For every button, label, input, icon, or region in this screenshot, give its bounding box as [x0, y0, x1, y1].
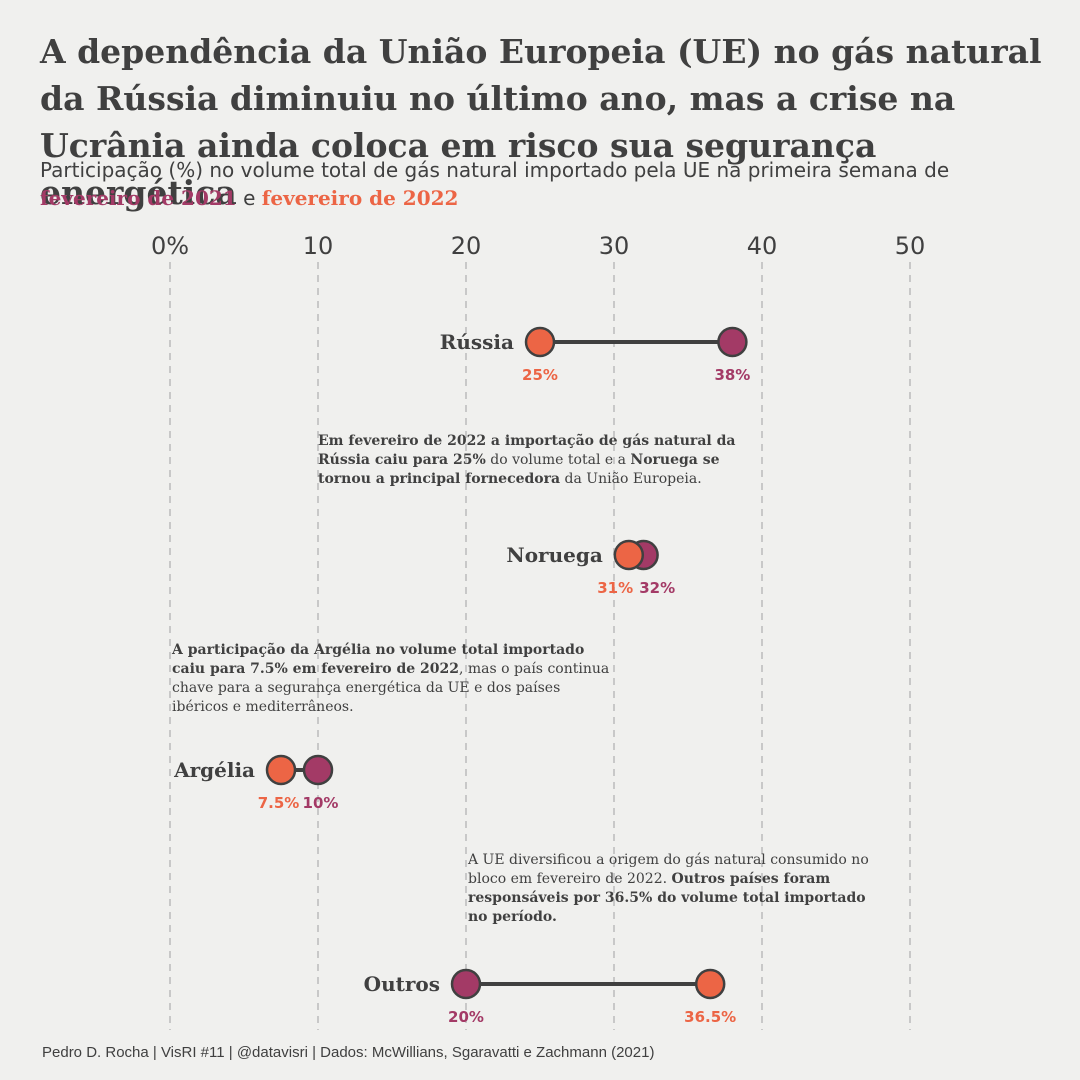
legend-2022: fevereiro de 2022 [261, 186, 459, 210]
x-tick-label: 50 [895, 232, 926, 260]
x-tick-label: 30 [599, 232, 630, 260]
annotation-text: da União Europeia. [560, 471, 702, 487]
legend-2021: fevereiro de 2021 [40, 186, 237, 210]
value-label-2022: 7.5% [258, 794, 300, 812]
subtitle-text: Participação (%) no volume total de gás … [40, 158, 950, 182]
value-label-2022: 25% [522, 366, 558, 384]
category-label: Rússia [440, 330, 514, 354]
category-label: Noruega [506, 543, 602, 567]
value-label-2021: 10% [303, 794, 339, 812]
annotation-bold: Outros países foram responsáveis por 36.… [468, 871, 866, 925]
annotation-text: do volume total e a [485, 452, 631, 468]
point-2022 [694, 968, 726, 1000]
x-tick-label: 20 [451, 232, 482, 260]
subtitle-connector: e [243, 186, 256, 210]
annotation-algeria: A participação da Argélia no volume tota… [172, 641, 612, 717]
value-label-2022: 31% [597, 579, 633, 597]
chart-title: A dependência da União Europeia (UE) no … [40, 32, 1042, 212]
annotation-text: A UE diversificou a origem do gás natura… [468, 852, 869, 887]
value-label-2021: 32% [639, 579, 675, 597]
annotation-bold: A participação da Argélia no volume tota… [172, 642, 585, 677]
annotation-bold: Em fevereiro de 2022 a importação de gás… [318, 433, 736, 468]
category-label: Outros [364, 972, 440, 996]
point-2022 [265, 754, 297, 786]
x-tick-label: 10 [303, 232, 334, 260]
footer-credits: Pedro D. Rocha | VisRI #11 | @datavisri … [42, 1044, 655, 1061]
value-label-2021: 20% [448, 1008, 484, 1026]
x-tick-label: 40 [747, 232, 778, 260]
x-tick-label: 0% [151, 232, 189, 260]
chart-subtitle: Participação (%) no volume total de gás … [40, 156, 1050, 212]
annotation-russia-norway: Em fevereiro de 2022 a importação de gás… [318, 432, 758, 489]
point-2021 [717, 326, 748, 358]
point-2022 [613, 539, 645, 571]
annotation-others: A UE diversificou a origem do gás natura… [468, 851, 888, 927]
value-label-2022: 36.5% [684, 1008, 736, 1026]
annotation-text: , mas o país continua chave para a segur… [172, 661, 610, 715]
annotation-bold: Noruega se tornou a principal fornecedor… [318, 452, 720, 487]
category-label: Argélia [173, 758, 255, 782]
point-2021 [450, 968, 482, 1000]
point-2022 [524, 326, 556, 358]
value-label-2021: 38% [714, 366, 750, 384]
point-2021 [302, 754, 334, 786]
